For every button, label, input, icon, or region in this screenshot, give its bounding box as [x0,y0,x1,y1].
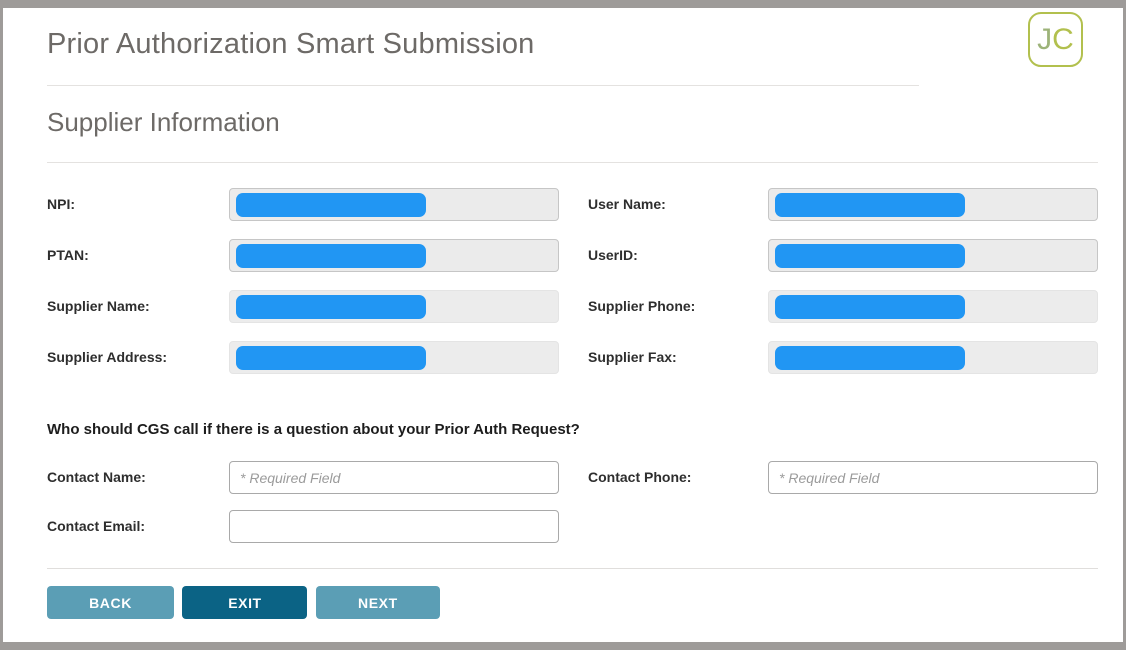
redaction-bar [775,294,965,319]
supplier-form: NPI: User Name: PTAN: UserID: Supplier N… [47,188,1123,374]
redaction-bar [236,192,426,217]
button-row: BACK EXIT NEXT [47,586,1123,619]
npi-field [229,188,559,221]
redaction-bar [775,243,965,268]
contact-phone-input[interactable] [768,461,1098,494]
user-name-label: User Name: [588,196,666,212]
supplier-address-field [229,341,559,374]
user-id-field [768,239,1098,272]
redaction-bar [775,345,965,370]
redaction-bar [236,345,426,370]
supplier-fax-label: Supplier Fax: [588,349,677,365]
redaction-bar [236,294,426,319]
supplier-fax-field [768,341,1098,374]
user-name-field [768,188,1098,221]
title-divider [47,85,919,86]
redaction-bar [236,243,426,268]
badge-letter-c: C [1052,22,1074,56]
contact-phone-label: Contact Phone: [588,469,692,485]
user-id-label: UserID: [588,247,638,263]
supplier-address-label: Supplier Address: [47,349,168,365]
ptan-label: PTAN: [47,247,89,263]
contact-name-input[interactable] [229,461,559,494]
buttons-divider [47,568,1098,569]
ptan-field [229,239,559,272]
supplier-phone-field [768,290,1098,323]
badge-letter-j: J [1037,22,1053,56]
npi-label: NPI: [47,196,75,212]
redaction-bar [775,192,965,217]
back-button[interactable]: BACK [47,586,174,619]
contact-question: Who should CGS call if there is a questi… [47,421,580,438]
supplier-section-heading: Supplier Information [47,107,280,137]
next-button[interactable]: NEXT [315,586,440,619]
contact-email-input[interactable] [229,510,559,543]
contact-name-label: Contact Name: [47,469,146,485]
supplier-phone-label: Supplier Phone: [588,298,696,314]
section-divider [47,162,1098,163]
supplier-name-field [229,290,559,323]
exit-button[interactable]: EXIT [182,586,308,619]
contact-form: Contact Name: Contact Phone: Contact Ema… [47,461,1123,543]
page-title: Prior Authorization Smart Submission [47,28,535,60]
contact-email-label: Contact Email: [47,518,146,534]
supplier-name-label: Supplier Name: [47,298,150,314]
